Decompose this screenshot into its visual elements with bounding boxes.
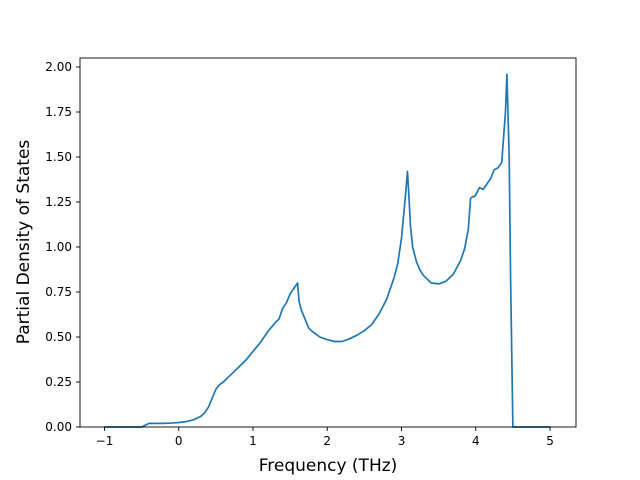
y-tick-label: 0.75 xyxy=(45,285,72,299)
pdos-series-line xyxy=(103,73,551,428)
axes-frame xyxy=(79,57,577,428)
x-tick-label: 4 xyxy=(472,434,480,448)
plot-area xyxy=(79,57,577,428)
y-tick-label: 1.50 xyxy=(45,150,72,164)
y-tick-label: 0.25 xyxy=(45,375,72,389)
y-tick-label: 1.25 xyxy=(45,195,72,209)
y-tick-label: 0.00 xyxy=(45,420,72,434)
y-tick-label: 1.75 xyxy=(45,105,72,119)
y-axis-ticks: 0.00 0.25 0.50 0.75 1.00 1.25 1.50 1.75 2.00 xyxy=(45,60,80,434)
x-tick-label: −1 xyxy=(96,434,114,448)
y-tick-label: 1.00 xyxy=(45,240,72,254)
x-axis-title: Frequency (THz) xyxy=(259,456,398,476)
y-axis-title: Partial Density of States xyxy=(14,140,34,345)
x-axis-ticks: −1 0 1 2 3 4 5 xyxy=(96,427,554,448)
y-tick-label: 0.50 xyxy=(45,330,72,344)
x-tick-label: 1 xyxy=(249,434,257,448)
x-tick-label: 3 xyxy=(398,434,406,448)
x-tick-label: 2 xyxy=(323,434,331,448)
x-tick-label: 5 xyxy=(546,434,554,448)
x-tick-label: 0 xyxy=(175,434,183,448)
y-tick-label: 2.00 xyxy=(45,60,72,74)
